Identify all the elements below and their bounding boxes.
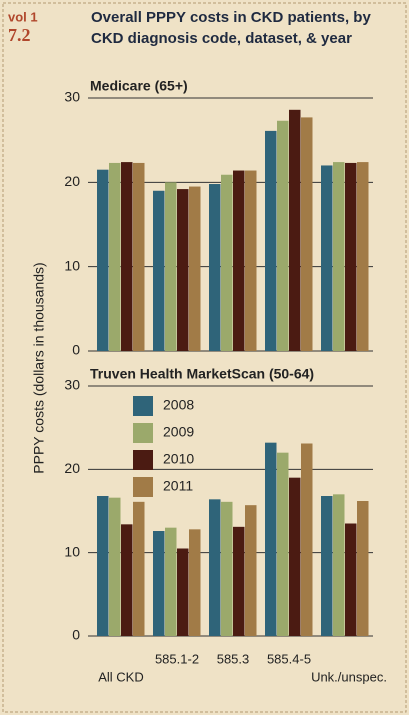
bar <box>177 189 189 351</box>
y-tick-label: 0 <box>72 627 80 643</box>
bar <box>301 117 313 351</box>
bar <box>133 162 145 351</box>
legend-swatch <box>133 477 153 497</box>
bar <box>345 523 357 636</box>
x-tick-label: Unk./unspec. <box>311 669 387 684</box>
chart-title: Overall PPPY costs in CKD patients, by <box>91 9 371 26</box>
legend-swatch <box>133 396 153 416</box>
bar <box>233 526 245 636</box>
volume: vol 1 <box>8 9 38 24</box>
bar <box>245 505 257 636</box>
bar <box>133 501 145 636</box>
bar <box>333 494 345 636</box>
x-tick-label: All CKD <box>98 669 144 684</box>
bar <box>189 186 201 351</box>
bar <box>165 527 177 636</box>
legend-swatch <box>133 450 153 470</box>
x-tick-label: 585.4-5 <box>267 651 311 666</box>
bar <box>221 501 233 636</box>
bar <box>177 548 189 636</box>
y-axis-label: PPPY costs (dollars in thousands) <box>31 262 47 473</box>
bar <box>289 109 301 351</box>
bar <box>189 529 201 636</box>
bar <box>109 497 121 636</box>
bar <box>165 182 177 351</box>
bar <box>321 496 333 636</box>
y-tick-label: 20 <box>64 460 80 476</box>
bar <box>121 162 133 351</box>
bar <box>289 477 301 636</box>
bar <box>209 184 221 351</box>
panel-title: Medicare (65+) <box>90 78 188 94</box>
bar <box>245 170 257 351</box>
x-tick-label: 585.1-2 <box>155 651 199 666</box>
y-tick-label: 20 <box>64 173 80 189</box>
bar <box>357 162 369 351</box>
panel-title: Truven Health MarketScan (50-64) <box>90 366 314 382</box>
bar <box>277 120 289 352</box>
bar <box>265 442 277 636</box>
bar <box>265 130 277 351</box>
bar <box>209 499 221 636</box>
bar <box>97 169 109 351</box>
legend-label: 2009 <box>163 424 194 440</box>
y-tick-label: 10 <box>64 543 80 559</box>
bar <box>345 162 357 351</box>
legend-label: 2008 <box>163 397 194 413</box>
chart-title: CKD diagnosis code, dataset, & year <box>91 30 352 47</box>
y-tick-label: 10 <box>64 257 80 273</box>
bar <box>301 443 313 636</box>
bar <box>321 165 333 351</box>
bar <box>277 452 289 636</box>
legend-label: 2011 <box>163 478 193 494</box>
bar <box>357 501 369 636</box>
y-tick-label: 0 <box>72 342 80 358</box>
bar <box>121 524 133 636</box>
legend-label: 2010 <box>163 451 194 467</box>
bar <box>97 496 109 636</box>
bar <box>153 531 165 636</box>
y-tick-label: 30 <box>64 377 80 393</box>
bar <box>153 190 165 351</box>
y-tick-label: 30 <box>64 89 80 105</box>
x-tick-label: 585.3 <box>217 651 250 666</box>
legend-swatch <box>133 423 153 443</box>
bar <box>233 170 245 351</box>
bar <box>333 162 345 351</box>
figure-number: 7.2 <box>8 25 31 45</box>
bar <box>221 174 233 351</box>
bar <box>109 162 121 351</box>
